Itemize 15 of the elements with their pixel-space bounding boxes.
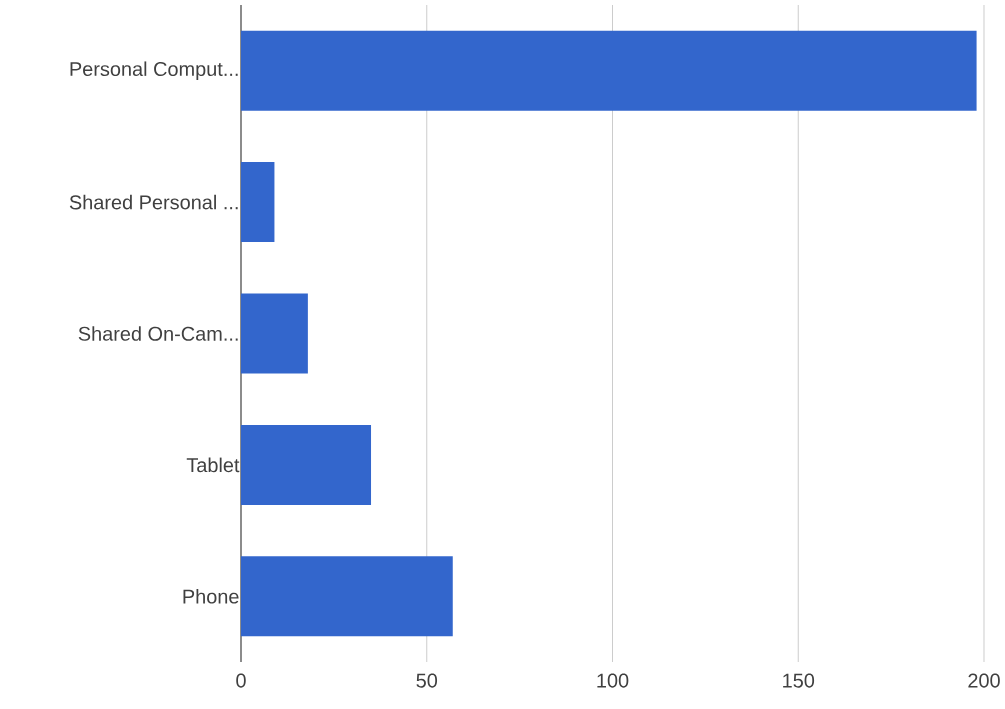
bar bbox=[241, 30, 977, 111]
y-tick-label: Shared On-Cam... bbox=[78, 326, 238, 341]
y-tick-label: Personal Comput... bbox=[70, 61, 238, 80]
y-tick-label: Shared Personal ... bbox=[69, 194, 238, 210]
bar bbox=[241, 162, 275, 243]
y-tick-label: Phone bbox=[183, 588, 239, 604]
x-tick-label: 200 bbox=[968, 673, 1000, 688]
x-tick-label: 150 bbox=[783, 673, 815, 688]
x-tick-label: 50 bbox=[416, 673, 438, 688]
bar bbox=[241, 293, 308, 374]
x-tick-label: 100 bbox=[597, 673, 629, 688]
x-tick-label: 0 bbox=[236, 673, 246, 688]
y-tick-label: Tablet bbox=[186, 457, 240, 473]
bar bbox=[241, 556, 453, 637]
bar bbox=[241, 424, 372, 505]
